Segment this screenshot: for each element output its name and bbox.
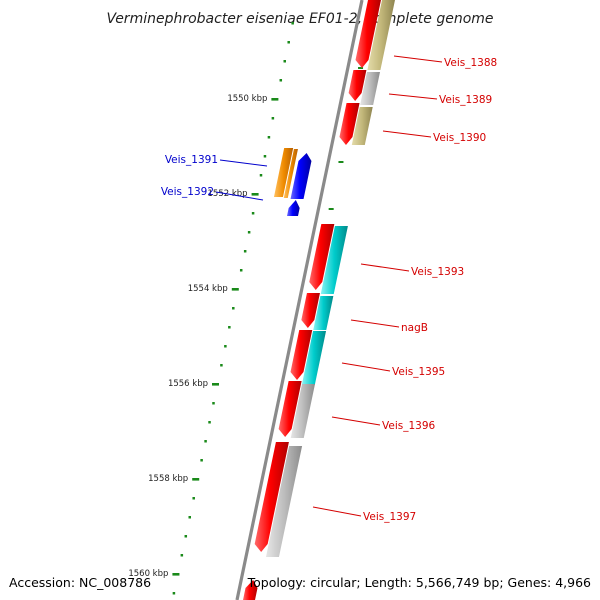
leader-line bbox=[360, 263, 410, 272]
minor-tick bbox=[263, 155, 267, 158]
gene-label: Veis_1391 bbox=[165, 154, 218, 166]
minor-tick bbox=[192, 497, 195, 500]
gene-feature bbox=[301, 293, 320, 328]
minor-tick bbox=[259, 174, 263, 177]
minor-tick bbox=[243, 250, 247, 253]
gene-feature bbox=[320, 226, 348, 294]
gene-feature bbox=[243, 580, 258, 600]
gene-feature bbox=[283, 149, 298, 198]
minor-tick bbox=[239, 269, 243, 272]
minor-tick bbox=[267, 136, 271, 139]
minor-tick bbox=[224, 345, 227, 348]
gene-feature bbox=[301, 331, 327, 385]
tick-label: 1560 kbp bbox=[128, 569, 168, 579]
gene-feature bbox=[313, 296, 334, 330]
gene-feature bbox=[351, 107, 373, 145]
gene-label: Veis_1390 bbox=[433, 132, 486, 144]
outer-tick bbox=[328, 208, 334, 210]
leader-line bbox=[382, 130, 432, 138]
minor-tick bbox=[184, 535, 188, 538]
minor-tick bbox=[247, 231, 251, 234]
gene-label: Veis_1397 bbox=[363, 511, 416, 523]
tick-label: 1554 kbp bbox=[188, 284, 228, 294]
gene-label: Veis_1392 bbox=[161, 186, 214, 198]
leader-line bbox=[312, 506, 362, 517]
outer-tick bbox=[358, 67, 364, 69]
tick-label: 1556 kbp bbox=[168, 379, 208, 389]
gene-label: Veis_1393 bbox=[411, 266, 464, 278]
gene-feature bbox=[290, 384, 316, 438]
gene-feature bbox=[309, 224, 335, 290]
minor-tick bbox=[287, 41, 290, 44]
gene-labels: Veis_1388 Veis_1389 Veis_1390 Veis_1391 Veis… bbox=[161, 55, 497, 523]
leader-line bbox=[215, 191, 264, 201]
gene-label: nagB bbox=[401, 322, 428, 334]
minor-tick bbox=[232, 307, 235, 310]
leader-line bbox=[350, 319, 400, 328]
minor-tick bbox=[200, 459, 203, 462]
tick-label: 1558 kbp bbox=[148, 474, 188, 484]
gene-feature bbox=[367, 0, 395, 70]
leader-line bbox=[219, 159, 268, 167]
topology-text: Topology: circular; Length: 5,566,749 bp… bbox=[247, 575, 591, 590]
gene-label: Veis_1395 bbox=[392, 366, 445, 378]
major-tick bbox=[172, 573, 180, 576]
minor-tick bbox=[204, 440, 207, 443]
gene-feature bbox=[273, 148, 294, 197]
minor-tick bbox=[283, 60, 287, 63]
major-tick bbox=[192, 478, 200, 481]
minor-tick bbox=[291, 22, 294, 25]
gene-feature bbox=[339, 103, 360, 145]
minor-tick bbox=[208, 421, 211, 424]
gene-feature bbox=[355, 0, 381, 68]
outer-tick bbox=[338, 161, 344, 163]
gene-label: Veis_1396 bbox=[382, 420, 436, 432]
gene-features bbox=[243, 0, 395, 600]
leader-line bbox=[331, 416, 381, 426]
gene-feature bbox=[348, 70, 367, 101]
gene-feature bbox=[265, 446, 303, 557]
minor-tick bbox=[228, 326, 231, 329]
gene-feature bbox=[287, 200, 300, 216]
gene-feature bbox=[290, 330, 313, 380]
major-tick bbox=[251, 193, 259, 196]
minor-tick bbox=[212, 402, 215, 405]
major-tick bbox=[212, 383, 220, 386]
minor-tick bbox=[180, 554, 184, 557]
leader-line bbox=[341, 362, 391, 372]
gene-feature bbox=[290, 153, 312, 199]
genome-backbone bbox=[235, 0, 364, 600]
gene-label: Veis_1388 bbox=[444, 57, 497, 69]
leader-line bbox=[393, 55, 443, 63]
minor-tick bbox=[251, 212, 255, 215]
accession-text: Accession: NC_008786 bbox=[9, 575, 151, 590]
leader-line bbox=[388, 93, 438, 100]
gene-feature bbox=[254, 442, 289, 552]
tick-label: 1550 kbp bbox=[227, 94, 267, 104]
minor-tick bbox=[279, 79, 283, 82]
gene-label: Veis_1389 bbox=[439, 94, 492, 106]
major-tick bbox=[271, 98, 279, 101]
minor-tick bbox=[271, 117, 275, 120]
map-title: Verminephrobacter eiseniae EF01-2, compl… bbox=[106, 11, 493, 27]
gene-feature bbox=[360, 72, 381, 105]
minor-tick bbox=[220, 364, 223, 367]
gene-feature bbox=[278, 381, 302, 437]
minor-tick bbox=[188, 516, 192, 519]
minor-tick bbox=[172, 592, 176, 595]
major-tick bbox=[231, 288, 239, 291]
